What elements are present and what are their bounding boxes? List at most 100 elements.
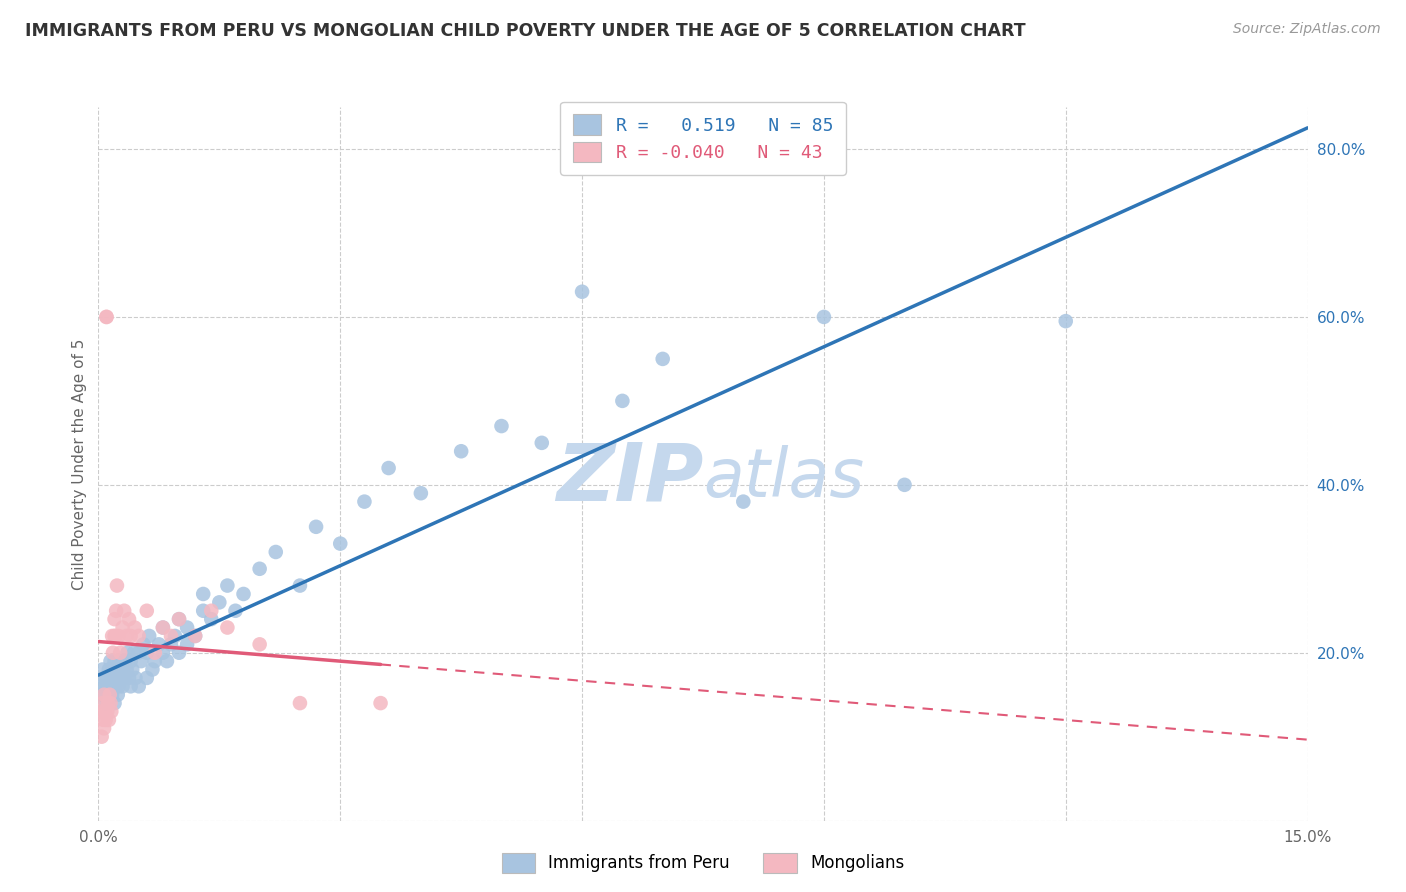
Point [124,671,146,685]
Point [93,688,115,702]
Point [409,486,432,500]
Point [135,604,157,618]
Point [105,578,128,592]
Point [450,444,472,458]
Point [128,679,150,693]
Legend: Immigrants from Peru, Mongolians: Immigrants from Peru, Mongolians [495,847,911,880]
Point [96,310,118,324]
Point [90,730,112,744]
Point [100,696,122,710]
Point [93,721,115,735]
Point [96,310,118,324]
Point [135,646,157,660]
Point [94,671,117,685]
Point [138,629,160,643]
Point [1054,314,1077,328]
Point [103,679,125,693]
Point [117,646,139,660]
Point [112,671,135,685]
Point [200,612,222,626]
Point [98,688,121,702]
Point [128,646,150,660]
Point [288,696,311,710]
Point [491,419,513,434]
Point [571,285,593,299]
Point [200,604,222,618]
Text: IMMIGRANTS FROM PERU VS MONGOLIAN CHILD POVERTY UNDER THE AGE OF 5 CORRELATION C: IMMIGRANTS FROM PERU VS MONGOLIAN CHILD … [25,22,1026,40]
Point [128,629,150,643]
Point [288,578,311,592]
Point [112,604,135,618]
Point [329,536,352,550]
Point [90,679,112,693]
Point [156,654,179,668]
Point [111,621,134,635]
Point [232,587,254,601]
Point [103,696,125,710]
Point [141,663,163,677]
Point [148,637,170,651]
Point [530,435,553,450]
Point [103,671,125,685]
Point [91,696,114,710]
Point [104,679,127,693]
Point [176,637,198,651]
Point [121,663,143,677]
Point [353,494,375,508]
Point [167,612,190,626]
Text: Source: ZipAtlas.com: Source: ZipAtlas.com [1233,22,1381,37]
Text: atlas: atlas [703,445,865,511]
Text: ZIP: ZIP [555,439,703,517]
Point [103,654,125,668]
Y-axis label: Child Poverty Under the Age of 5: Child Poverty Under the Age of 5 [72,338,87,590]
Point [370,696,392,710]
Point [91,663,114,677]
Point [108,646,131,660]
Point [100,654,122,668]
Point [208,595,231,609]
Point [101,646,124,660]
Point [167,612,190,626]
Point [104,629,127,643]
Point [94,705,117,719]
Point [115,629,138,643]
Point [167,646,190,660]
Point [249,562,271,576]
Point [107,629,129,643]
Point [100,705,122,719]
Point [249,637,271,651]
Point [100,671,122,685]
Point [96,705,118,719]
Point [813,310,835,324]
Point [120,679,142,693]
Point [217,578,239,592]
Point [111,663,134,677]
Point [114,654,136,668]
Point [124,621,146,635]
Point [103,629,125,643]
Point [96,688,118,702]
Point [612,393,634,408]
Point [100,679,122,693]
Point [163,629,186,643]
Point [152,621,174,635]
Point [160,637,183,651]
Point [103,612,125,626]
Point [184,629,207,643]
Point [105,663,128,677]
Point [101,688,124,702]
Point [152,621,174,635]
Point [93,679,115,693]
Point [94,696,117,710]
Point [733,494,755,508]
Point [143,654,166,668]
Point [143,646,166,660]
Point [264,545,287,559]
Point [135,671,157,685]
Point [193,587,215,601]
Point [96,671,118,685]
Point [115,663,138,677]
Point [97,688,120,702]
Point [120,629,142,643]
Point [94,713,117,727]
